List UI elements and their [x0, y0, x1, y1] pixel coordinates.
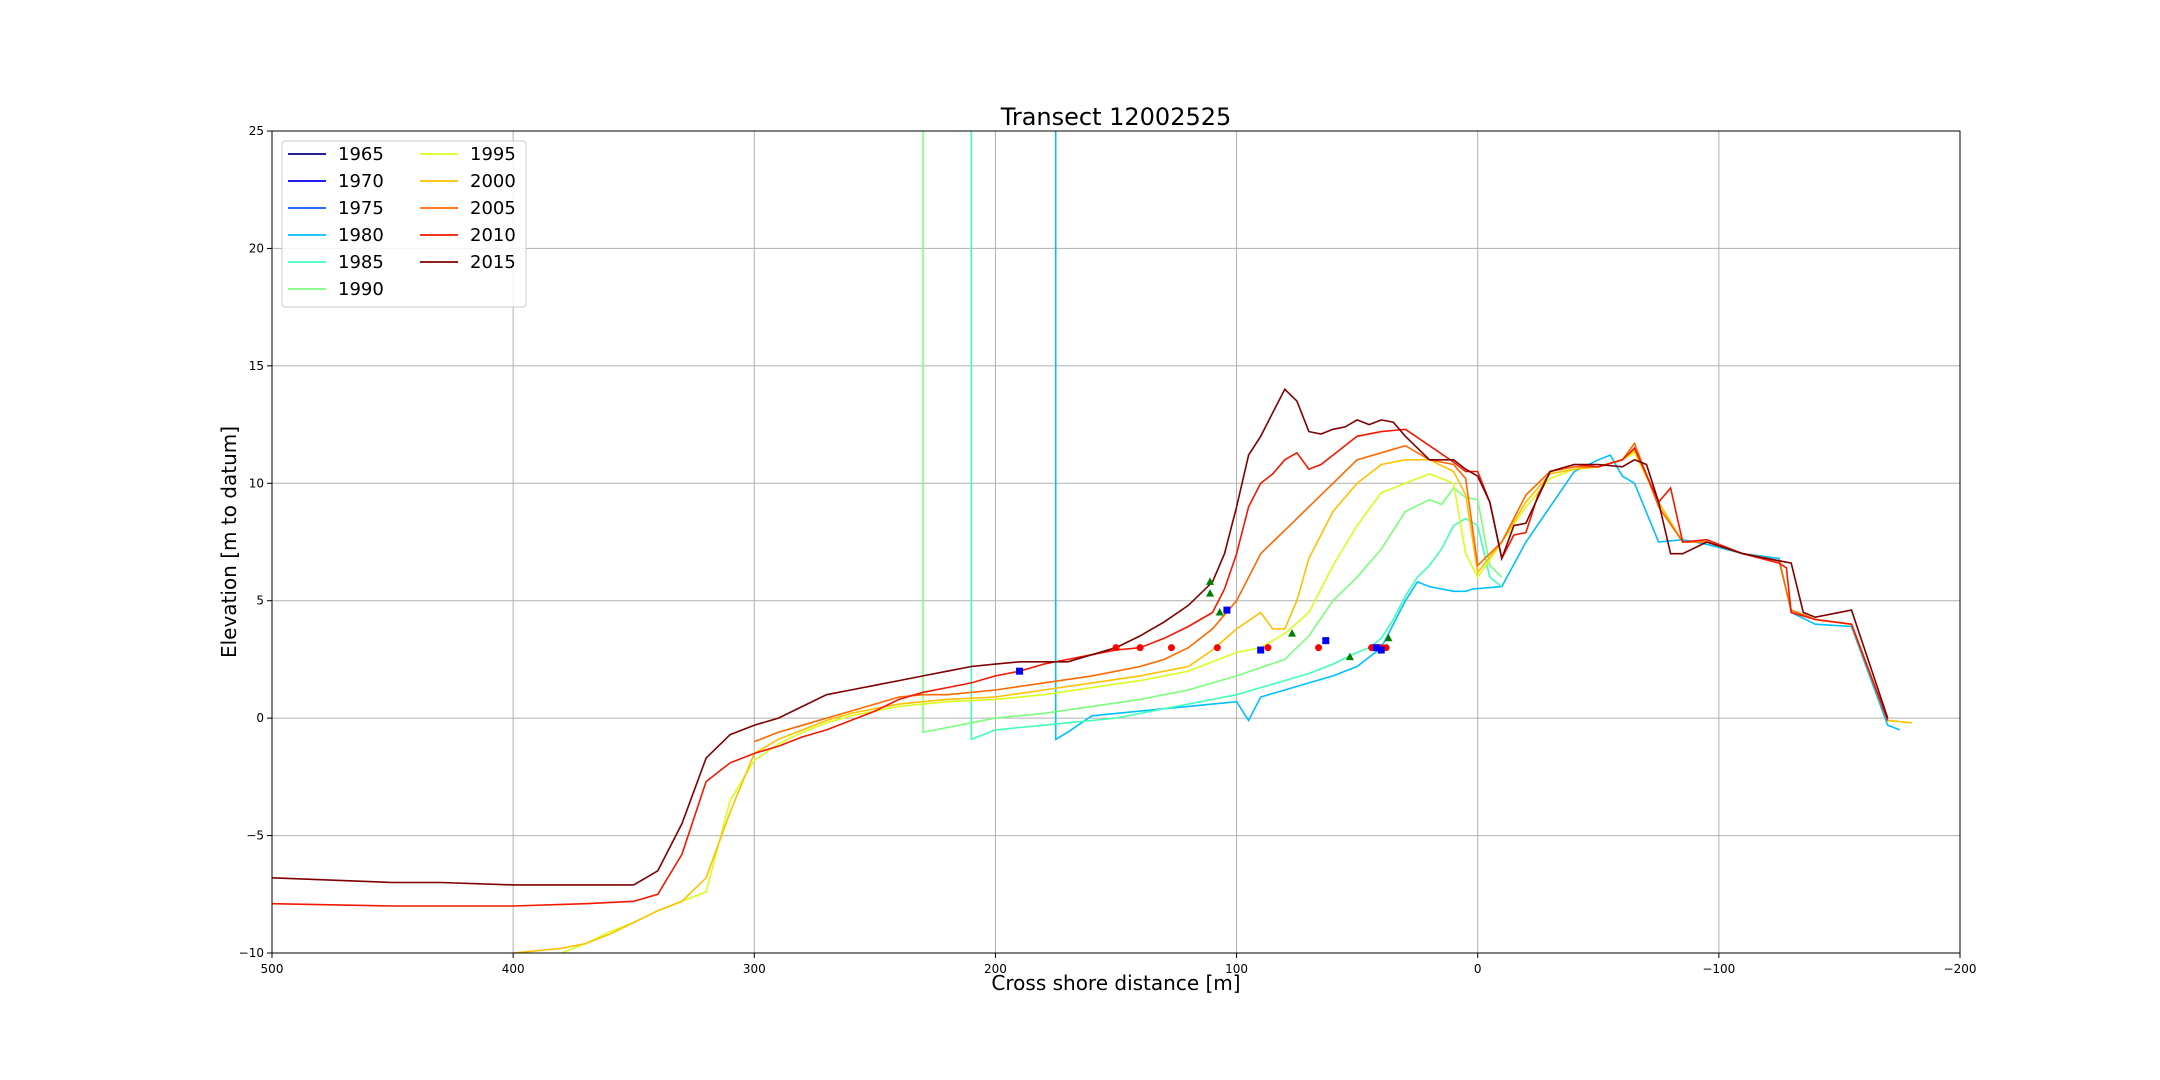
legend-item-2000: 2000 — [420, 171, 516, 192]
y-tick-label: 25 — [249, 124, 264, 138]
legend-label: 2015 — [470, 252, 516, 273]
series-line-1985 — [970, 131, 1503, 741]
markers — [1016, 577, 1393, 675]
series-line-2005 — [754, 441, 1889, 743]
series-line-2015 — [272, 387, 1889, 886]
legend-item-1970: 1970 — [288, 171, 384, 192]
legend-item-1965: 1965 — [288, 144, 384, 165]
legend-label: 1985 — [338, 252, 384, 273]
legend-item-1990: 1990 — [288, 279, 384, 300]
marker-green-triangle — [1345, 652, 1354, 661]
marker-red-circle — [1167, 644, 1175, 652]
series-line-1990 — [922, 131, 1503, 734]
x-tick-label: −100 — [1702, 962, 1735, 976]
chart-title: Transect 12002525 — [1000, 103, 1232, 131]
x-tick-label: 0 — [1474, 962, 1482, 976]
legend-item-1980: 1980 — [288, 225, 384, 246]
marker-green-triangle — [1215, 607, 1224, 616]
y-axis-label: Elevation [m to datum] — [217, 426, 241, 658]
x-tick-label: 300 — [743, 962, 766, 976]
axis-ticks: 500 400 300 200 100 0 −100 −200 −10 −5 0 5 10 15 20 25 — [239, 124, 1977, 976]
legend-label: 1970 — [338, 171, 384, 192]
y-tick-label: 0 — [256, 711, 264, 725]
y-tick-label: 20 — [249, 241, 264, 255]
marker-blue-square — [1372, 644, 1380, 652]
marker-red-circle — [1112, 644, 1120, 652]
x-axis-label: Cross shore distance [m] — [991, 971, 1240, 995]
x-tick-label: 400 — [502, 962, 525, 976]
legend-item-1985: 1985 — [288, 252, 384, 273]
legend-item-2005: 2005 — [420, 198, 516, 219]
legend-label: 1975 — [338, 198, 384, 219]
marker-red-circle — [1136, 644, 1144, 652]
marker-blue-square — [1257, 646, 1265, 654]
legend-label: 2010 — [470, 225, 516, 246]
marker-green-triangle — [1206, 577, 1215, 585]
legend-item-1975: 1975 — [288, 198, 384, 219]
legend-label: 1990 — [338, 279, 384, 300]
marker-green-triangle — [1206, 589, 1215, 597]
series-line-2010 — [272, 428, 1889, 907]
marker-blue-square — [1016, 667, 1024, 675]
legend-label: 2005 — [470, 198, 516, 219]
marker-green-triangle — [1288, 629, 1297, 637]
legend-label: 1980 — [338, 225, 384, 246]
legend-item-2015: 2015 — [420, 252, 516, 273]
legend-label: 2000 — [470, 171, 516, 192]
marker-green-triangle — [1384, 633, 1393, 642]
x-tick-label: 200 — [984, 962, 1007, 976]
y-tick-label: −10 — [239, 946, 264, 960]
y-tick-label: −5 — [246, 829, 264, 843]
y-tick-label: 10 — [249, 476, 264, 490]
x-tick-label: −200 — [1944, 962, 1977, 976]
y-tick-label: 15 — [249, 359, 264, 373]
legend-box — [281, 140, 527, 308]
marker-red-circle — [1264, 644, 1272, 652]
x-tick-label: 500 — [261, 962, 284, 976]
marker-red-circle — [1315, 644, 1323, 652]
marker-red-circle — [1213, 644, 1221, 652]
grid — [271, 130, 1961, 954]
y-tick-label: 5 — [256, 594, 264, 608]
legend-item-2010: 2010 — [420, 225, 516, 246]
series-line-1980 — [1054, 131, 1900, 741]
legend-label: 1965 — [338, 144, 384, 165]
plot-frame — [271, 130, 1961, 954]
marker-blue-square — [1223, 606, 1231, 614]
x-tick-label: 100 — [1225, 962, 1248, 976]
legend: 1965 1970 1975 1980 1985 1990 1995 2000 2005 2010… — [281, 140, 527, 308]
series-lines — [272, 131, 1912, 953]
series-line-2000 — [513, 449, 1912, 953]
marker-blue-square — [1377, 646, 1385, 654]
legend-label: 1995 — [470, 144, 516, 165]
legend-item-1995: 1995 — [420, 144, 516, 165]
marker-blue-square — [1322, 637, 1330, 645]
